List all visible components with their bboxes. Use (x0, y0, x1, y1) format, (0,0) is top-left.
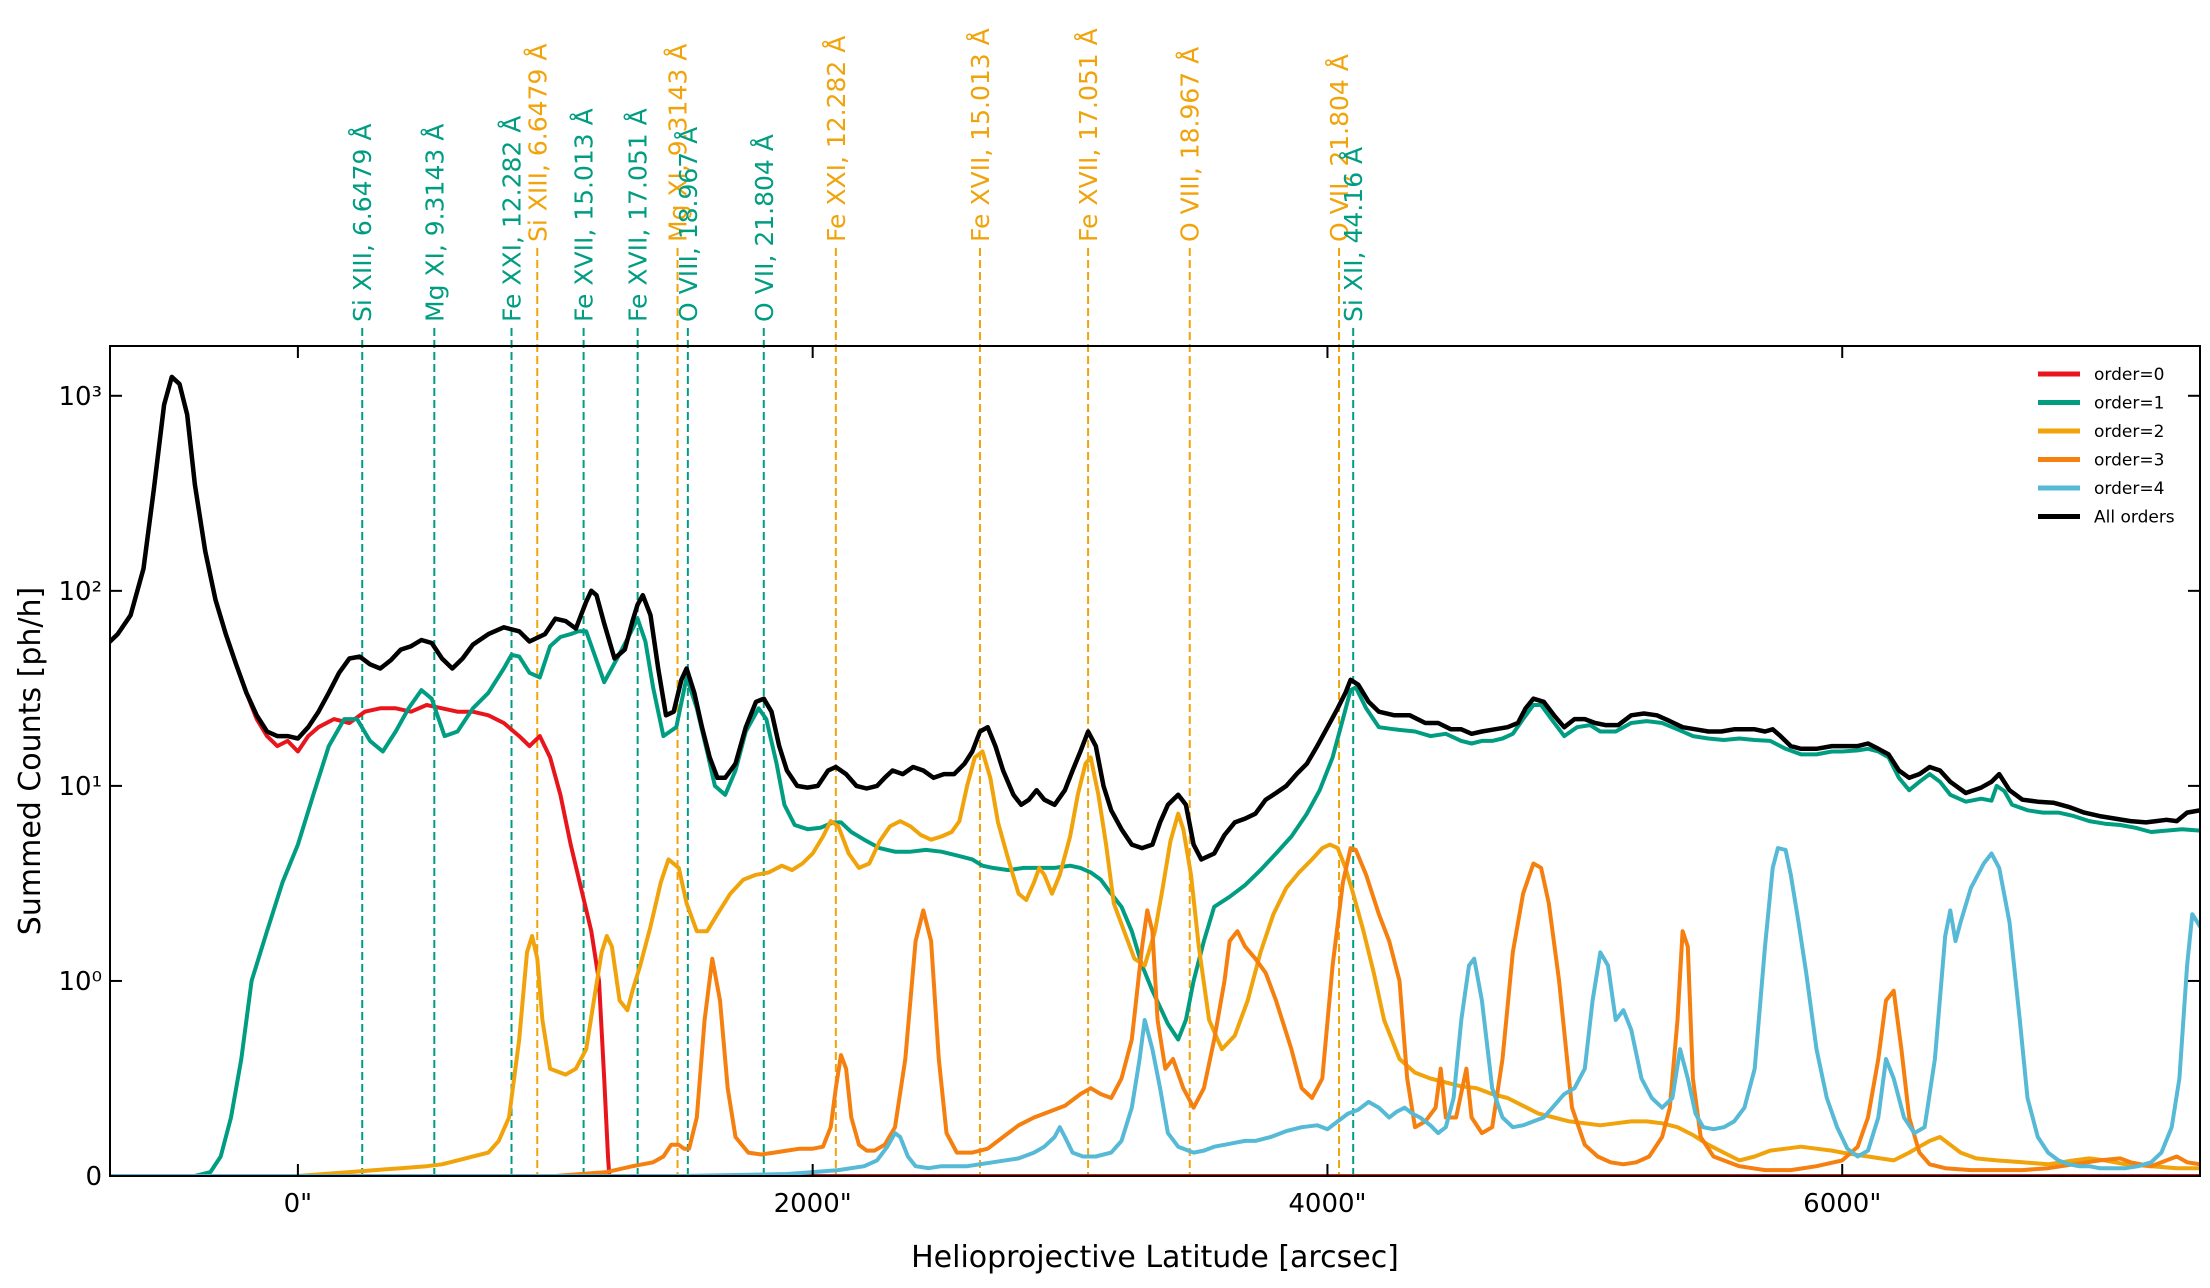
emission-line-markers: Si XIII, 6.6479 Å Mg XI, 9.3143 Å Fe XXI, … (348, 28, 1368, 1176)
y-tick-label: 10³ (58, 382, 102, 412)
series-line-order-3 (110, 846, 2200, 1176)
legend-label: All orders (2094, 508, 2175, 528)
emission-line-label: Mg XI, 9.3143 Å (664, 44, 693, 242)
y-tick-label: 10⁰ (58, 967, 102, 997)
legend-label: order=4 (2094, 479, 2164, 499)
emission-line-label: Fe XVII, 15.013 Å (570, 108, 599, 322)
emission-line-label: O VIII, 18.967 Å (1176, 47, 1205, 242)
legend-label: order=0 (2094, 365, 2164, 385)
emission-line-label: Fe XVII, 17.051 Å (1074, 28, 1103, 242)
series-line-all-orders (110, 374, 2200, 862)
emission-line-label: Fe XXI, 12.282 Å (498, 116, 527, 322)
emission-line-label: O VIII, 18.967 Å (674, 127, 703, 322)
series-line-order-4 (110, 846, 2200, 1176)
emission-line-label: Si XII, 44.16 Å (1339, 147, 1368, 322)
emission-line-label: O VII, 21.804 Å (1325, 54, 1354, 242)
x-tick-label: 0" (284, 1189, 313, 1219)
emission-line-label: Si XIII, 6.6479 Å (523, 44, 552, 242)
emission-line-label: Fe XXI, 12.282 Å (822, 36, 851, 242)
y-tick-label: 10² (58, 577, 102, 607)
emission-line-label: Fe XVII, 17.051 Å (624, 108, 653, 322)
emission-line-label: Mg XI, 9.3143 Å (420, 124, 449, 322)
x-tick-label: 6000" (1803, 1189, 1881, 1219)
legend: order=0 order=1 order=2 order=3 order=4 All o… (2038, 365, 2175, 528)
x-axis-label: Helioprojective Latitude [arcsec] (911, 1240, 1399, 1275)
x-tick-label: 2000" (774, 1189, 852, 1219)
series-layer (110, 374, 2200, 1176)
legend-label: order=2 (2094, 422, 2164, 442)
legend-label: order=3 (2094, 451, 2164, 471)
emission-line-label: Si XIII, 6.6479 Å (348, 124, 377, 322)
series-line-order-1 (110, 616, 2200, 1176)
y-axis-label: Summed Counts [ph/h] (13, 587, 48, 935)
series-line-order-2 (110, 749, 2200, 1176)
plot-frame (109, 345, 2201, 1177)
legend-label: order=1 (2094, 394, 2164, 414)
x-tick-label: 4000" (1288, 1189, 1366, 1219)
y-axis-ticks: 0 10⁰ 10¹ 10² 10³ (58, 382, 2200, 1192)
y-tick-label: 0 (85, 1162, 102, 1192)
emission-line-label: O VII, 21.804 Å (750, 134, 779, 322)
y-tick-label: 10¹ (58, 772, 102, 802)
x-axis-ticks: 0" 2000" 4000" 6000" (284, 346, 1881, 1219)
emission-line-label: Fe XVII, 15.013 Å (966, 28, 995, 242)
